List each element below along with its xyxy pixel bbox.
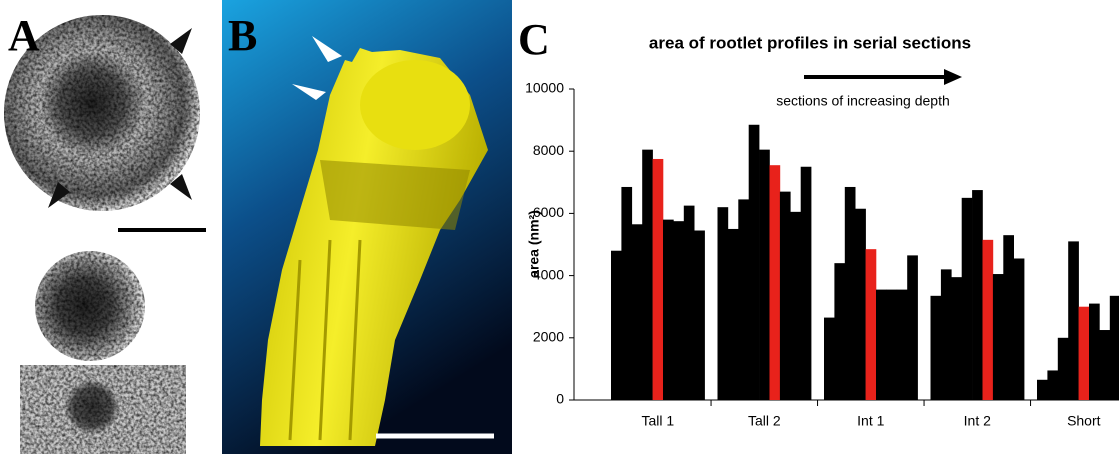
rootlet-render	[360, 60, 470, 150]
bar	[1099, 330, 1111, 400]
x-tick-label: Tall 2	[748, 413, 781, 429]
rootlet-render	[288, 239, 362, 441]
bar	[621, 186, 633, 400]
bar	[1109, 295, 1119, 400]
bar	[694, 230, 705, 400]
panel-a: A	[4, 11, 206, 454]
arrowhead	[170, 174, 192, 200]
bar	[1089, 303, 1100, 400]
x-tick-label: Short	[1067, 413, 1101, 429]
bar	[982, 239, 994, 400]
x-tick-label: Tall 1	[641, 413, 674, 429]
bar	[1047, 370, 1059, 400]
bar	[717, 207, 729, 400]
bar	[865, 249, 877, 400]
bar	[907, 255, 918, 400]
arrowhead	[292, 84, 326, 100]
bar	[876, 289, 887, 400]
x-tick-label: Int 2	[964, 413, 991, 429]
bar	[1068, 241, 1079, 400]
y-axis-label: area (nm²)	[526, 210, 542, 278]
bar	[824, 317, 835, 400]
bar	[790, 211, 801, 400]
bar	[800, 166, 812, 400]
bar	[896, 289, 908, 400]
bar	[673, 221, 685, 400]
bar	[642, 149, 653, 400]
bar	[759, 149, 770, 400]
x-tick-label: Int 1	[857, 413, 884, 429]
bar	[1057, 337, 1069, 400]
bar	[886, 289, 898, 400]
bar	[940, 269, 952, 400]
bar	[834, 263, 846, 400]
y-tick-label: 2000	[533, 329, 564, 345]
bar	[844, 186, 856, 400]
annotation-arrow-head	[944, 69, 962, 85]
micrograph-noise	[20, 365, 186, 454]
bar	[611, 250, 622, 400]
bar	[769, 165, 781, 400]
bar	[1037, 379, 1048, 400]
y-tick-label: 0	[556, 391, 564, 407]
arrowhead	[312, 36, 342, 62]
bar	[972, 190, 983, 400]
panel-b: B	[222, 0, 512, 454]
bar	[683, 205, 695, 400]
bar	[961, 197, 973, 400]
bar	[631, 224, 643, 400]
annotation: sections of increasing depth	[776, 93, 950, 109]
bar	[652, 158, 664, 400]
arrowhead	[48, 182, 70, 208]
panel-label: B	[228, 11, 257, 60]
panel-label: A	[8, 11, 40, 60]
bar	[1078, 306, 1090, 400]
bar	[779, 191, 791, 400]
arrowhead	[170, 28, 192, 54]
bar	[738, 199, 749, 400]
bar	[992, 274, 1004, 400]
bar	[855, 208, 866, 400]
panel-label: C	[518, 15, 550, 64]
bar	[727, 228, 739, 400]
panel-c: C area of rootlet profiles in serial sec…	[518, 15, 1119, 429]
bar	[1003, 235, 1014, 400]
rootlet-render	[320, 160, 470, 230]
bar	[951, 277, 962, 400]
y-tick-label: 8000	[533, 142, 564, 158]
y-tick-label: 4000	[533, 266, 564, 282]
micrograph-noise	[35, 251, 145, 361]
bar	[663, 219, 674, 400]
chart-title: area of rootlet profiles in serial secti…	[649, 33, 971, 52]
micrograph-noise	[4, 15, 200, 211]
y-tick-label: 10000	[525, 80, 564, 96]
bar	[748, 124, 760, 400]
bar	[1013, 258, 1025, 400]
y-tick-label: 6000	[533, 204, 564, 220]
bar	[930, 295, 942, 400]
